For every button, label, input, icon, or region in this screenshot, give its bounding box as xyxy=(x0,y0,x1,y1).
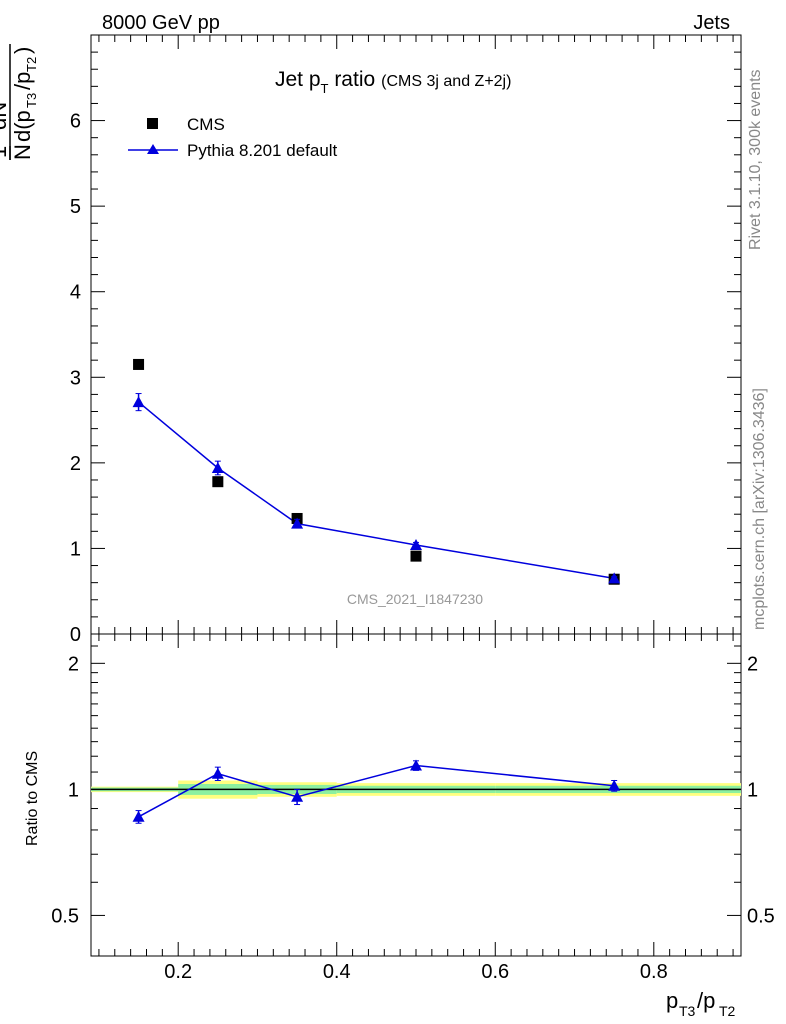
ratio-ytick-label: 2 xyxy=(68,653,79,675)
mcplots-label: mcplots.cern.ch [arXiv:1306.3436] xyxy=(751,388,768,630)
x-axis-label: p T3 /p T2 xyxy=(666,988,736,1019)
main-ytick-label: 2 xyxy=(70,453,81,475)
svg-text:N: N xyxy=(10,144,35,160)
pythia-line xyxy=(138,401,615,580)
pythia-point xyxy=(132,396,145,408)
ratio-xtick-label: 0.6 xyxy=(481,961,509,983)
main-axis-ticks: 0 1 2 3 4 5 6 0.2 0.4 0.6 0.8 xyxy=(70,34,741,983)
pythia-point xyxy=(608,572,621,584)
analysis-category: Jets xyxy=(693,12,730,34)
main-ytick-label: 3 xyxy=(70,367,81,389)
ratio-data-layer xyxy=(132,759,621,824)
collision-label: 8000 GeV pp xyxy=(102,12,220,34)
svg-text:1: 1 xyxy=(0,146,11,158)
svg-text:T2: T2 xyxy=(719,1003,736,1019)
ratio-ytick-label-right: 2 xyxy=(747,653,758,675)
ratio-ytick-label: 0.5 xyxy=(51,905,79,927)
legend-cms-marker xyxy=(147,118,158,129)
svg-text:d(p: d(p xyxy=(10,110,35,142)
cms-point xyxy=(410,550,422,562)
legend-pythia-marker xyxy=(147,144,159,154)
ratio-ytick-label-right: 0.5 xyxy=(747,905,775,927)
main-ytick-label: 4 xyxy=(70,282,81,304)
ratio-ylabel: Ratio to CMS xyxy=(24,751,41,846)
pythia-point xyxy=(291,517,304,529)
ratio-xtick-label: 0.2 xyxy=(164,961,192,983)
ratio-ytick-label-right: 1 xyxy=(747,779,758,801)
main-ytick-label: 1 xyxy=(70,538,81,560)
ratio-xtick-label: 0.4 xyxy=(323,961,351,983)
svg-text:dN: dN xyxy=(0,102,11,130)
main-ylabel: N d(p T3 /p T2 ) 1 dN xyxy=(0,44,39,160)
cms-point xyxy=(133,358,145,370)
ratio-point xyxy=(410,759,422,771)
analysis-watermark: CMS_2021_I1847230 xyxy=(347,591,483,607)
svg-text:T2: T2 xyxy=(24,57,39,72)
legend-pythia-label: Pythia 8.201 default xyxy=(187,141,338,160)
cms-point xyxy=(212,476,224,488)
ratio-xtick-label: 0.8 xyxy=(640,961,668,983)
svg-text:/p: /p xyxy=(697,988,715,1013)
main-ytick-label: 5 xyxy=(70,196,81,218)
ratio-ytick-label: 1 xyxy=(68,779,79,801)
ratio-point xyxy=(291,790,304,802)
ratio-point xyxy=(608,779,621,791)
svg-text:/p: /p xyxy=(10,72,35,90)
legend-cms-label: CMS xyxy=(187,115,225,134)
svg-text:): ) xyxy=(10,47,35,54)
svg-text:p: p xyxy=(666,988,678,1013)
main-ytick-label: 6 xyxy=(70,111,81,133)
ratio-point xyxy=(211,767,224,779)
legend: CMS Pythia 8.201 default xyxy=(128,115,338,160)
pythia-point xyxy=(410,539,422,551)
plot-title: Jet pT ratio (CMS 3j and Z+2j) xyxy=(275,68,511,96)
svg-text:T3: T3 xyxy=(24,93,39,108)
rivet-version-label: Rivet 3.1.10, 300k events xyxy=(747,69,764,250)
main-ytick-label: 0 xyxy=(70,624,81,646)
ratio-point xyxy=(132,810,145,822)
svg-text:T3: T3 xyxy=(679,1003,696,1019)
pythia-point xyxy=(211,461,224,473)
main-data-layer xyxy=(132,358,621,585)
svg-text:Jet pT ratio(CMS 3j and Z+2j): Jet pT ratio (CMS 3j and Z+2j) xyxy=(275,68,511,96)
